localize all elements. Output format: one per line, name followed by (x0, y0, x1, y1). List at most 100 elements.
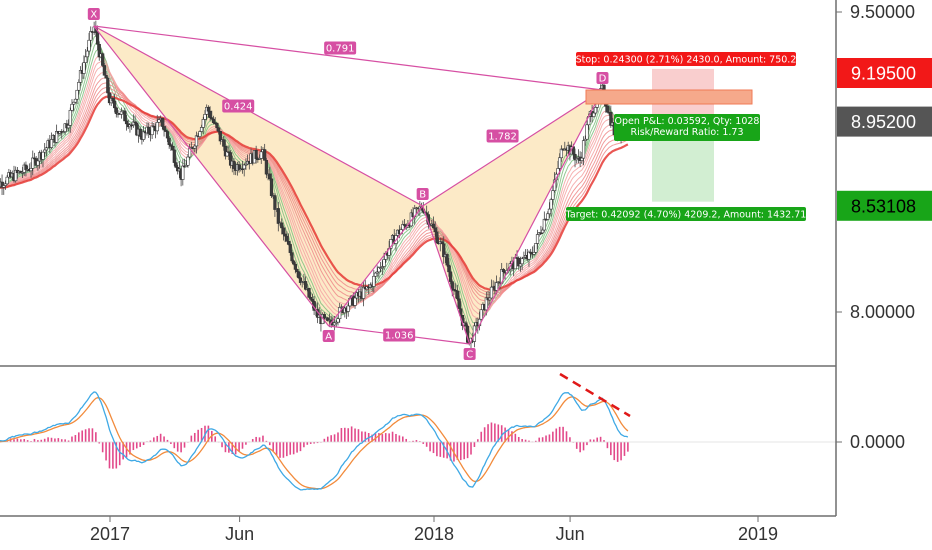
macd-histogram-bar (132, 442, 135, 451)
ratio-label: 0.791 (326, 44, 355, 55)
macd-histogram-bar (40, 439, 43, 442)
candle-body (539, 232, 543, 234)
macd-histogram-bar (517, 436, 520, 442)
candle-body (14, 169, 18, 182)
candle-body (522, 257, 526, 259)
candle-body (66, 125, 71, 129)
candle-body (264, 160, 268, 175)
macd-histogram-bar (16, 438, 19, 442)
candle-body (518, 263, 523, 267)
time-axis: 2017 Jun 2018 Jun 2019 (90, 516, 778, 544)
candle-body (575, 158, 579, 161)
candle-body (242, 164, 246, 170)
candle-body (489, 286, 494, 299)
macd-histogram-bar (419, 441, 421, 442)
candle-body (141, 131, 146, 140)
point-label-b: B (419, 190, 426, 201)
candle-body (361, 286, 366, 299)
candle-body (133, 121, 137, 124)
candle-body (257, 158, 262, 160)
macd-histogram-bar (555, 428, 558, 442)
moving-average-line (0, 60, 628, 315)
macd-histogram-bar (255, 436, 257, 442)
macd-histogram-bar (183, 442, 186, 448)
stop-highlight-band (585, 89, 753, 105)
candle-body (201, 119, 205, 128)
candle-body (2, 185, 6, 188)
candle-body (263, 149, 267, 161)
candle-body (288, 244, 292, 253)
position-tool-layer: Stop: 0.24300 (2.71%) 2430.0, Amount: 75… (565, 52, 807, 221)
candle-body (228, 152, 233, 166)
macd-histogram-bar (326, 436, 329, 442)
macd-histogram-bar (129, 442, 131, 455)
pattern-line-bc (422, 205, 471, 345)
price-tick-label: 9.50000 (850, 2, 915, 22)
candle-body (72, 101, 76, 105)
macd-histogram-bar (115, 442, 118, 469)
macd-line (0, 391, 629, 491)
macd-histogram-bar (439, 442, 442, 457)
moving-averages-layer (0, 34, 629, 338)
candle-body (194, 135, 199, 147)
candle-body (517, 257, 521, 267)
candle-body (558, 157, 562, 169)
price-tag-label: 8.95200 (851, 112, 916, 132)
macd-histogram-bar (340, 428, 343, 442)
target-label: Target: 0.42092 (4.70%) 4209.2, Amount: … (565, 210, 807, 221)
candle-body (73, 98, 77, 103)
macd-histogram-bar (200, 427, 203, 442)
macd-histogram-bar (81, 430, 84, 442)
macd-histogram-bar (575, 442, 578, 449)
candle-body (89, 31, 93, 41)
candle-body (534, 243, 538, 253)
candle-body (457, 298, 461, 310)
candle-body (484, 297, 488, 311)
candle-body (292, 260, 296, 265)
candle-body (240, 168, 245, 171)
candle-body (5, 176, 9, 185)
macd-histogram-bar (415, 440, 418, 442)
macd-histogram-bar (272, 442, 274, 452)
candle-body (593, 107, 598, 114)
macd-histogram-bar (361, 431, 363, 442)
macd-histogram-bar (425, 442, 428, 447)
macd-histogram-bar (67, 440, 70, 442)
candle-body (332, 322, 337, 326)
macd-histogram-bar (610, 442, 612, 456)
candle-body (535, 234, 540, 244)
candle-body (447, 264, 451, 273)
candle-body (583, 138, 587, 141)
candle-body (380, 266, 384, 268)
candle-body (450, 281, 454, 290)
candle-body (527, 251, 531, 260)
macd-histogram-bar (613, 442, 616, 461)
candle-body (84, 56, 88, 63)
candle-body (237, 164, 241, 170)
macd-histogram-bar (190, 435, 193, 442)
macd-histogram-bar (125, 442, 128, 458)
macd-histogram-bar (384, 433, 387, 442)
candle-body (206, 106, 210, 112)
candle-body (97, 43, 101, 58)
macd-histogram-bar (511, 431, 513, 442)
candle-body (433, 227, 437, 233)
macd-histogram-bar (545, 435, 547, 442)
candle-body (293, 263, 297, 270)
candle-body (547, 208, 552, 215)
pattern-line-xa (93, 25, 330, 327)
candles-layer (0, 20, 630, 350)
macd-histogram-bar (589, 439, 592, 442)
macd-histogram-bar (538, 437, 541, 442)
harmonic-pattern-layer: 0.791 0.424 1.782 1.036 X A B C D (87, 8, 609, 361)
macd-histogram-bar (473, 442, 476, 447)
candle-body (244, 163, 248, 166)
macd-histogram-bar (582, 442, 585, 451)
candle-body (389, 239, 393, 249)
macd-histogram-bar (449, 442, 452, 461)
candle-body (78, 70, 83, 83)
macd-histogram-bar (599, 436, 602, 442)
macd-histogram-bar (494, 423, 496, 442)
candle-body (573, 153, 577, 161)
macd-histogram-bar (163, 436, 165, 442)
